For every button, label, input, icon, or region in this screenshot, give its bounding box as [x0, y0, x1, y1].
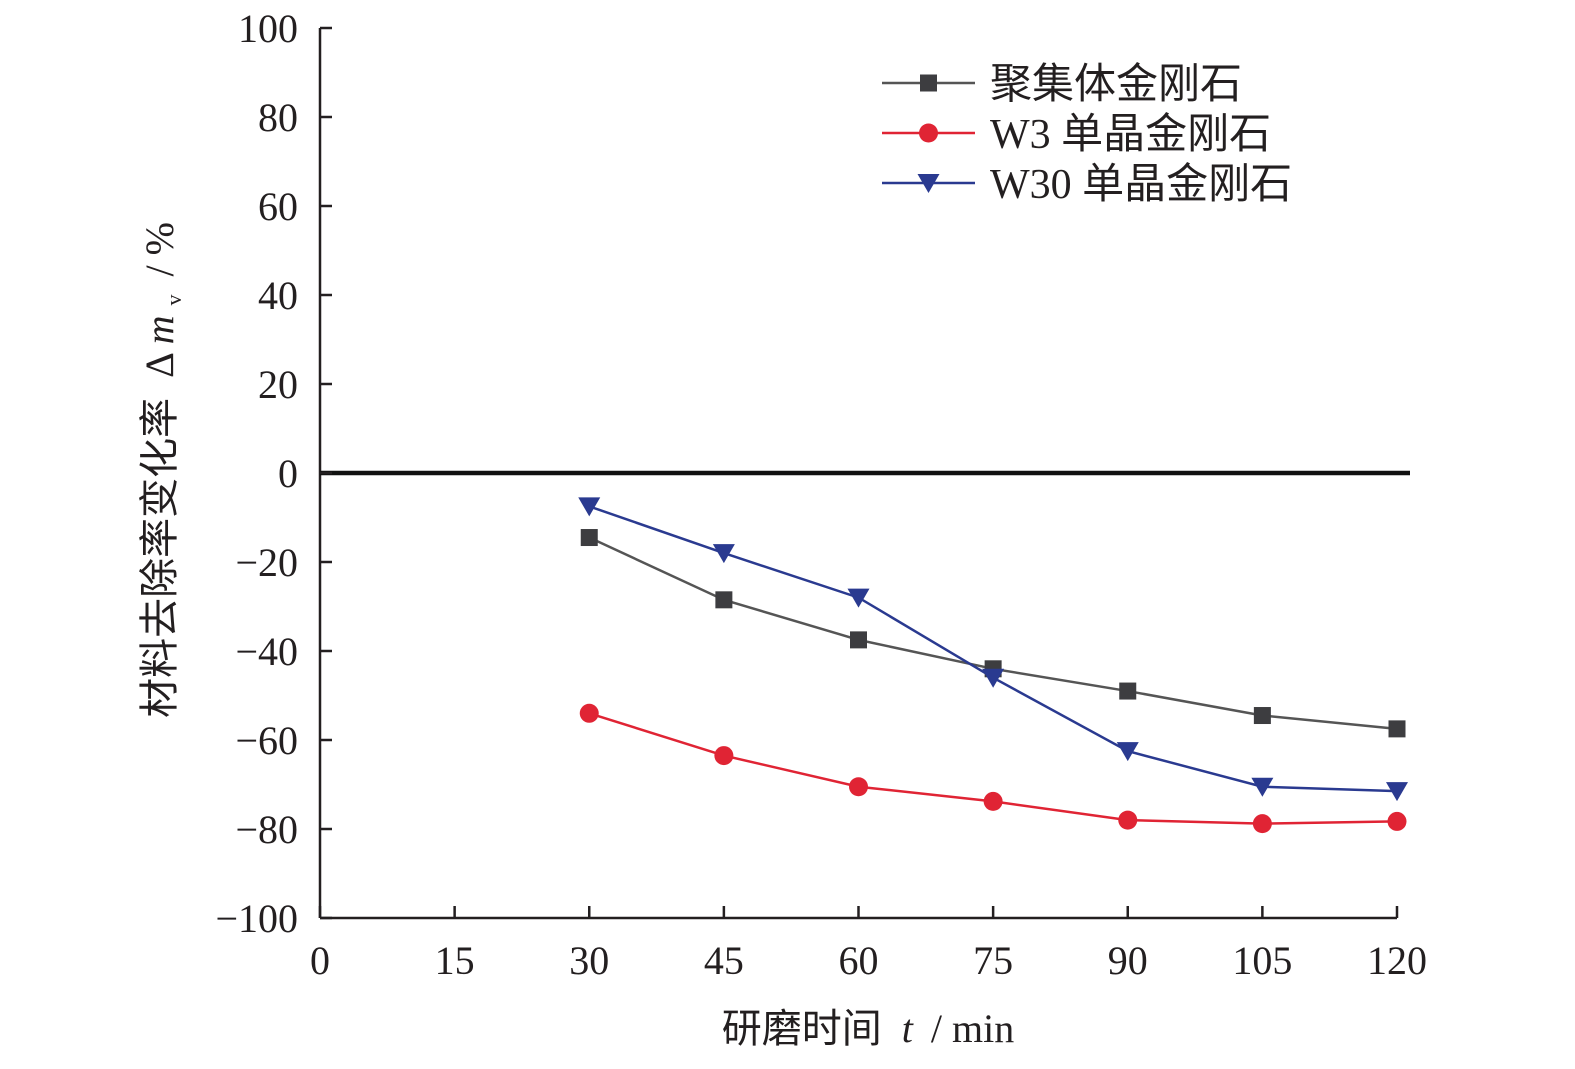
- data-point-marker: [982, 668, 1005, 688]
- x-tick-label: 0: [310, 938, 330, 983]
- legend-item: W30 单晶金刚石: [882, 161, 1292, 208]
- data-point-marker: [1387, 811, 1407, 831]
- data-point-marker: [1251, 777, 1274, 797]
- axes: 100 80 60 40 20 0 −20 −40 −60 −80 −100 0 15 30 45 60 75 9…: [215, 6, 1427, 983]
- x-tick-label: 120: [1367, 938, 1427, 983]
- x-tick-label: 75: [973, 938, 1013, 983]
- y-tick-label: −40: [235, 629, 298, 674]
- x-tick-label: 105: [1232, 938, 1292, 983]
- x-tick-label: 60: [839, 938, 879, 983]
- y-tick-label: 60: [258, 184, 298, 229]
- y-axis-title: 材料去除率变化率 Δ m v / %: [137, 222, 190, 718]
- plot-series: [578, 497, 1408, 834]
- series-line: [588, 536, 1398, 731]
- y-tick-label: −100: [215, 896, 298, 941]
- y-axis-title-unit: / %: [137, 222, 182, 276]
- legend-label: W3 单晶金刚石: [990, 111, 1271, 158]
- data-point-marker: [1253, 707, 1271, 725]
- y-tick-label: −20: [235, 540, 298, 585]
- series-3: [578, 497, 1408, 802]
- series-2: [579, 703, 1407, 834]
- y-tick-label: 0: [278, 451, 298, 496]
- y-tick-label: −60: [235, 718, 298, 763]
- y-axis-title-symbol: m: [137, 316, 182, 345]
- legend-swatch-marker: [920, 74, 937, 92]
- data-point-marker: [849, 777, 868, 797]
- data-point-marker: [1116, 742, 1139, 762]
- legend-label: W30 单晶金刚石: [990, 161, 1292, 208]
- data-point-marker: [1388, 720, 1406, 738]
- data-point-marker: [714, 746, 734, 766]
- series-1: [580, 529, 1406, 738]
- data-point-marker: [1252, 814, 1272, 834]
- x-tick-label: 15: [435, 938, 475, 983]
- x-tick-label: 90: [1108, 938, 1148, 983]
- x-tick-label: 45: [704, 938, 744, 983]
- y-axis-title-cjk: 材料去除率变化率: [137, 398, 182, 718]
- series-line: [588, 505, 1398, 793]
- data-point-marker: [1118, 810, 1138, 830]
- data-point-marker: [579, 703, 599, 723]
- data-point-marker: [578, 497, 601, 517]
- x-tick-label: 30: [569, 938, 609, 983]
- x-axis-title-cjk: 研磨时间: [722, 1006, 882, 1051]
- data-point-marker: [712, 544, 735, 564]
- y-tick-label: −80: [235, 807, 298, 852]
- y-axis-title-subscript: v: [161, 295, 186, 306]
- legend-swatch-marker: [917, 174, 940, 193]
- y-tick-label: 100: [238, 6, 298, 51]
- data-point-marker: [1119, 682, 1137, 700]
- y-tick-label: 40: [258, 273, 298, 318]
- y-tick-label: 80: [258, 95, 298, 140]
- legend-label: 聚集体金刚石: [990, 61, 1242, 108]
- x-axis-title-symbol: t: [902, 1006, 914, 1051]
- data-point-marker: [847, 588, 870, 608]
- legend-item: 聚集体金刚石: [882, 61, 1242, 108]
- legend-swatch-marker: [919, 123, 938, 143]
- data-point-marker: [983, 791, 1003, 811]
- legend-item: W3 单晶金刚石: [882, 111, 1271, 158]
- data-point-marker: [1386, 782, 1408, 802]
- y-axis-title-delta: Δ: [137, 353, 182, 378]
- x-axis-title: 研磨时间 t / min: [722, 1006, 1014, 1051]
- data-point-marker: [715, 591, 733, 609]
- x-axis-title-unit: / min: [931, 1006, 1014, 1051]
- data-point-marker: [580, 529, 598, 547]
- data-point-marker: [850, 631, 867, 649]
- y-tick-label: 20: [258, 362, 298, 407]
